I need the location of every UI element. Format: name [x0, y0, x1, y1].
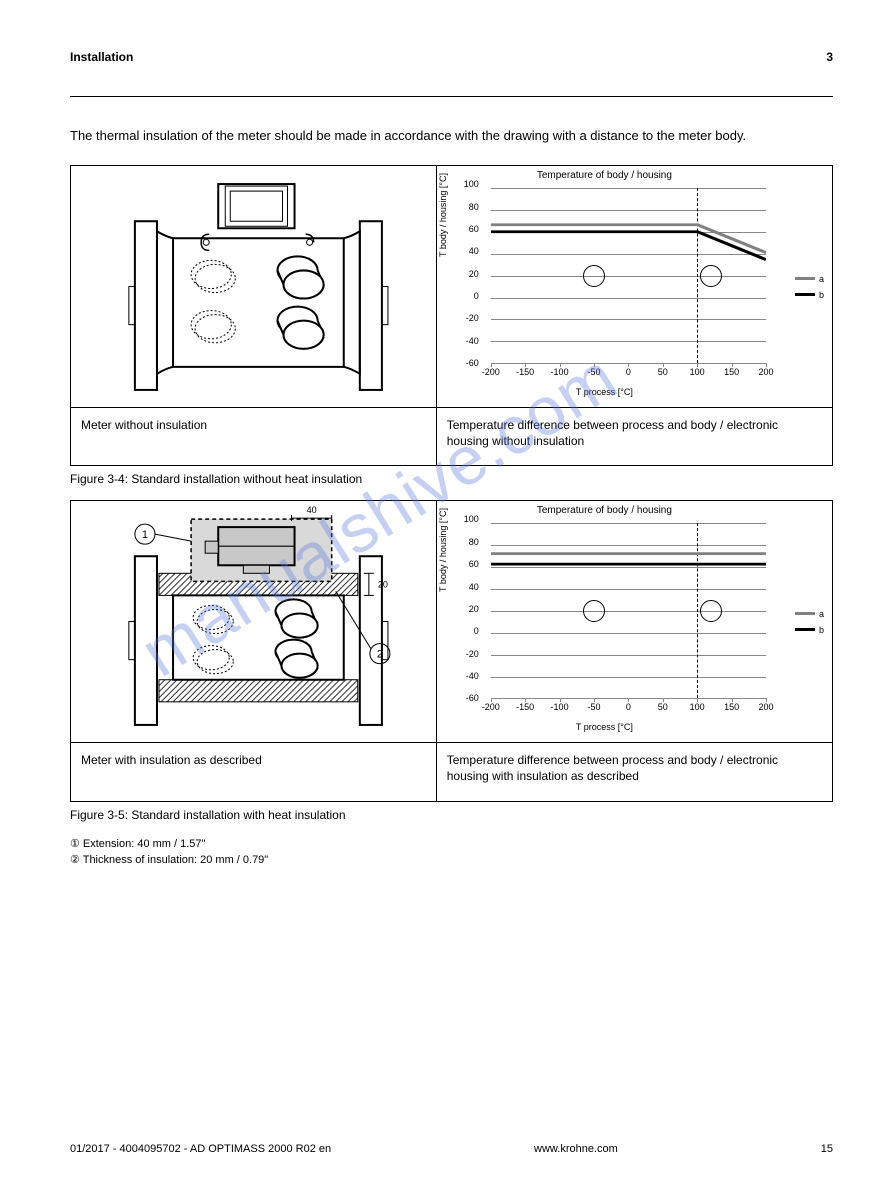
- chart2-x-labels: -200 -150 -100 -50 0 50 100 150 200: [491, 702, 766, 714]
- chart1-y-axis-title: T body / housing [°C]: [438, 173, 448, 257]
- fig2-left-label-cell: Meter with insulation as described: [71, 743, 437, 801]
- page-header: Installation 3: [70, 50, 833, 64]
- figure-2-callouts: ① Extension: 40 mm / 1.57" ② Thickness o…: [70, 836, 833, 869]
- header-left: Installation: [70, 50, 133, 64]
- intro-text: The thermal insulation of the meter shou…: [70, 127, 833, 145]
- fig2-right-label: Temperature difference between process a…: [437, 743, 832, 800]
- fig1-diagram-cell: [71, 166, 437, 408]
- chart1-title: Temperature of body / housing: [437, 170, 772, 181]
- chart2-y-labels: 100 80 60 40 20 0 -20 -40 -60: [449, 519, 479, 698]
- header-rule: [70, 96, 833, 97]
- fig1-chart-cell: Temperature of body / housing T body / h…: [436, 166, 832, 408]
- fig1-right-label: Temperature difference between process a…: [437, 408, 832, 465]
- chart1-legend: a b: [795, 274, 824, 300]
- fig1-left-label-cell: Meter without insulation: [71, 408, 437, 466]
- footer-page: 15: [821, 1143, 833, 1155]
- chart-1: Temperature of body / housing T body / h…: [437, 166, 832, 407]
- chart1-y-labels: 100 80 60 40 20 0 -20 -40 -60: [449, 184, 479, 363]
- footer-date: 01/2017 - 4004095702 - AD OPTIMASS 2000 …: [70, 1143, 331, 1155]
- fig2-chart-cell: Temperature of body / housing T body / h…: [436, 501, 832, 743]
- meter-diagram-1: [71, 166, 436, 407]
- figure-1-table: Temperature of body / housing T body / h…: [70, 165, 833, 466]
- chart2-x-axis-title: T process [°C]: [437, 722, 772, 732]
- svg-text:1: 1: [142, 530, 148, 542]
- chart2-plot: [491, 523, 766, 698]
- footer-company: www.krohne.com: [534, 1143, 618, 1155]
- fig2-left-label: Meter with insulation as described: [71, 743, 436, 785]
- figure-2-caption: Figure 3-5: Standard installation with h…: [70, 808, 833, 822]
- fig1-left-label: Meter without insulation: [71, 408, 436, 450]
- dim-40: 40: [307, 505, 317, 515]
- header-right: 3: [826, 50, 833, 64]
- chart1-x-labels: -200 -150 -100 -50 0 50 100 150 200: [491, 367, 766, 379]
- chart1-plot: [491, 188, 766, 363]
- page-footer: 01/2017 - 4004095702 - AD OPTIMASS 2000 …: [70, 1143, 833, 1155]
- chart2-title: Temperature of body / housing: [437, 505, 772, 516]
- figure-2-table: 40 20 1 2: [70, 500, 833, 801]
- chart2-y-axis-title: T body / housing [°C]: [438, 508, 448, 592]
- chart2-legend: a b: [795, 609, 824, 635]
- fig2-right-label-cell: Temperature difference between process a…: [436, 743, 832, 801]
- fig1-right-label-cell: Temperature difference between process a…: [436, 408, 832, 466]
- chart-2: Temperature of body / housing T body / h…: [437, 501, 832, 742]
- meter-diagram-2: 40 20 1 2: [71, 501, 436, 742]
- figure-1-caption: Figure 3-4: Standard installation withou…: [70, 472, 833, 486]
- chart1-x-axis-title: T process [°C]: [437, 387, 772, 397]
- fig2-diagram-cell: 40 20 1 2: [71, 501, 437, 743]
